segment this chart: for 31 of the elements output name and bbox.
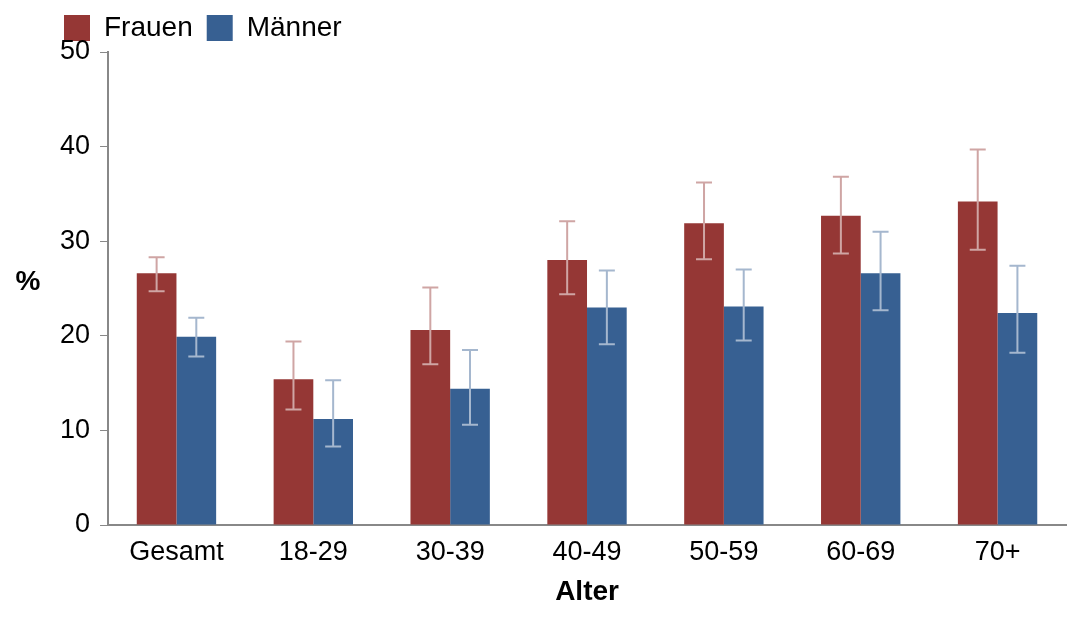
x-tick-label: Gesamt [129, 535, 225, 566]
bar [136, 273, 177, 525]
y-tick-label: 20 [59, 319, 91, 350]
legend-label: Frauen [104, 10, 193, 42]
bar [957, 201, 998, 525]
bar [410, 330, 451, 525]
x-tick-label: 60-69 [826, 535, 896, 566]
bar [997, 313, 1038, 525]
bar [860, 273, 901, 525]
x-tick-label: 70+ [974, 535, 1021, 566]
y-axis-title: % [15, 265, 41, 297]
bar [587, 307, 627, 525]
y-tick-label: 30 [59, 224, 91, 255]
bar [821, 215, 861, 525]
x-axis-title: Alter [555, 574, 620, 606]
x-tick-label: 30-39 [415, 535, 485, 566]
y-tick-label: 10 [59, 413, 91, 444]
x-tick-label: 40-49 [552, 535, 622, 566]
y-tick-label: 40 [59, 130, 91, 161]
bar [450, 388, 490, 525]
x-tick-label: 18-29 [278, 535, 348, 566]
y-tick-label: 50 [59, 35, 91, 66]
bar [684, 223, 724, 525]
x-tick-label: 50-59 [689, 535, 759, 566]
bar [547, 260, 588, 525]
legend-label: Männer [246, 10, 342, 42]
bar [313, 419, 353, 525]
bar [273, 379, 314, 525]
bar [176, 336, 217, 525]
y-tick-label: 0 [75, 508, 91, 539]
bar [723, 306, 764, 525]
